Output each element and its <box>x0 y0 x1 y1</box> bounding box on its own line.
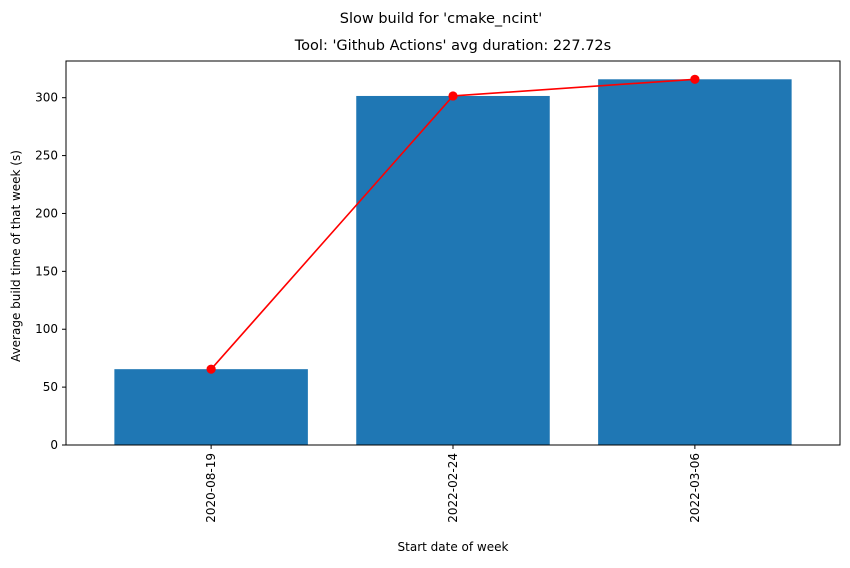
y-tick-label: 0 <box>50 438 58 452</box>
line-point-2020-08-19 <box>206 364 216 374</box>
chart-title: Tool: 'Github Actions' avg duration: 227… <box>294 38 611 54</box>
line-point-2022-02-24 <box>448 91 458 101</box>
plot-area: 0 50 100 150 200 250 300 2020-08-19 2022-02-24 20… <box>35 60 841 523</box>
y-tick-label: 250 <box>35 149 58 163</box>
x-tick-label: 2022-02-24 <box>446 453 460 523</box>
y-tick-label: 200 <box>35 206 58 220</box>
y-tick-label: 50 <box>43 380 58 394</box>
line-point-2022-03-06 <box>690 74 700 84</box>
bar-2022-03-06 <box>598 79 792 445</box>
bar-2022-02-24 <box>356 95 550 445</box>
y-tick-label: 300 <box>35 91 58 105</box>
y-tick-label: 100 <box>35 322 58 336</box>
x-tick-label: 2022-03-06 <box>688 453 702 523</box>
chart-suptitle: Slow build for 'cmake_ncint' <box>340 11 542 27</box>
x-tick-label: 2020-08-19 <box>204 453 218 523</box>
bar-2020-08-19 <box>114 369 308 445</box>
y-tick-label: 150 <box>35 264 58 278</box>
x-axis-label: Start date of week <box>398 540 509 554</box>
y-axis-label: Average build time of that week (s) <box>9 150 23 362</box>
